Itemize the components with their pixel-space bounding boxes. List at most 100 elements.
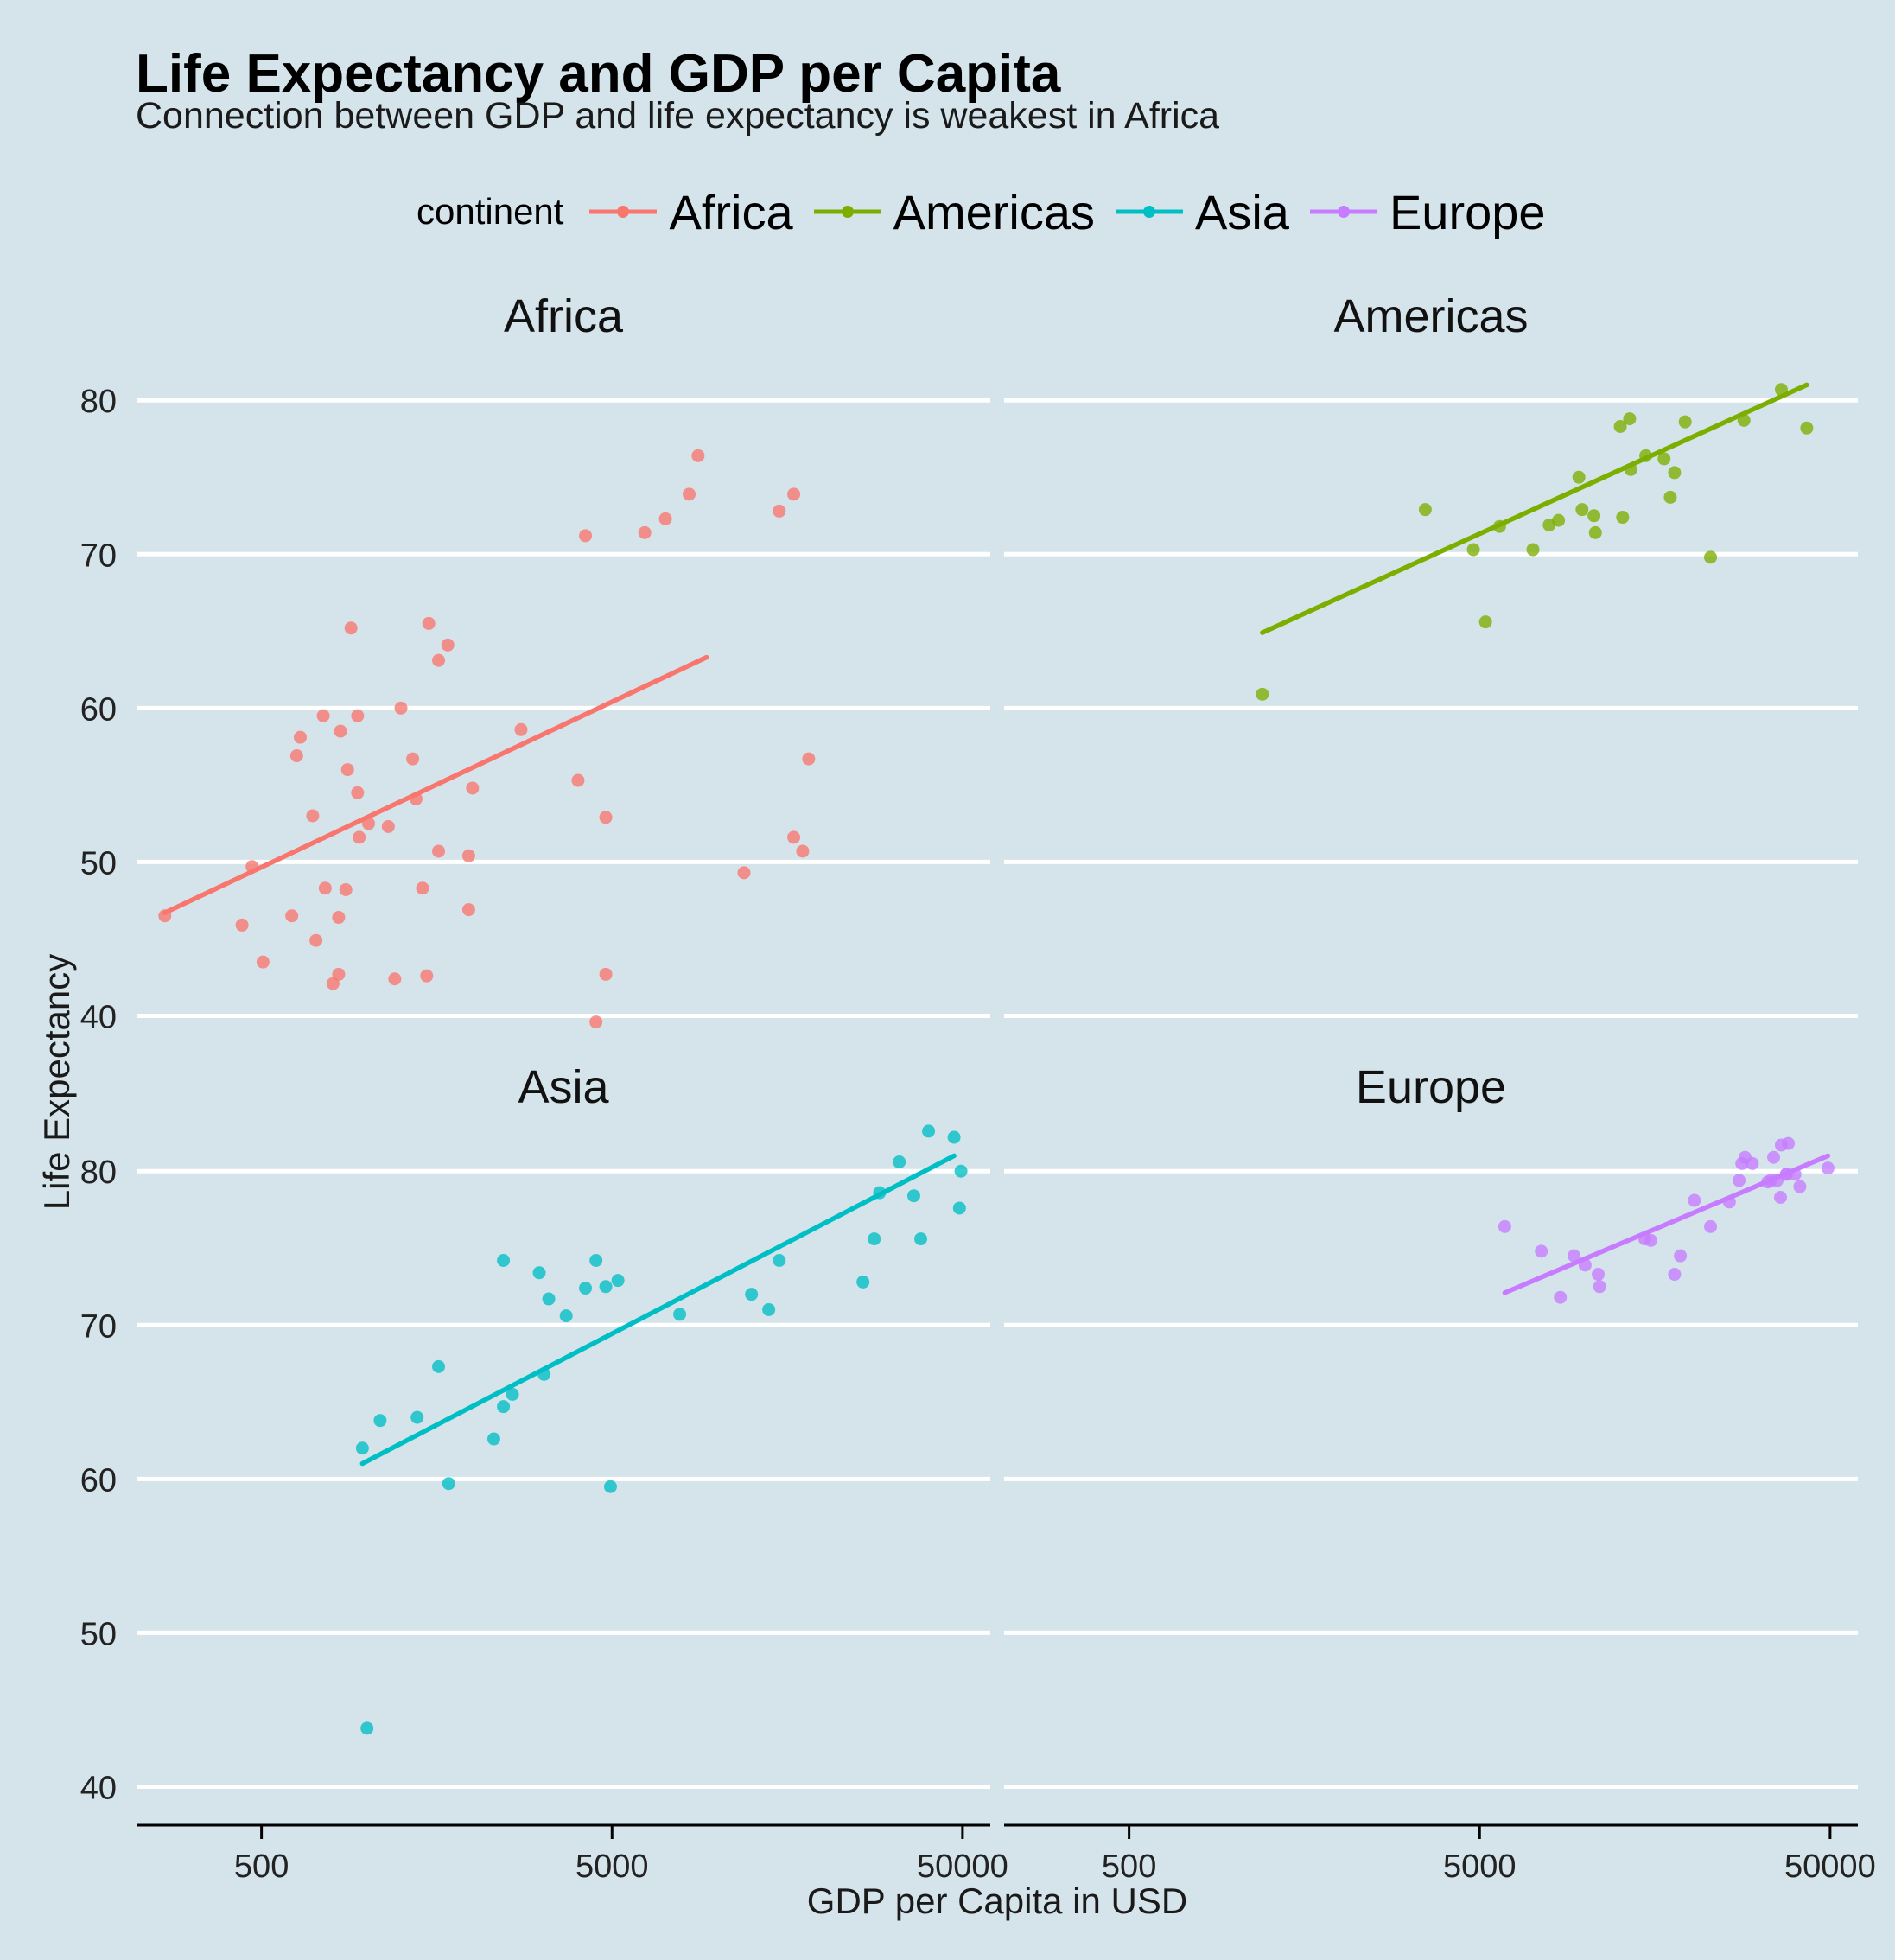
legend-title: continent <box>417 191 564 232</box>
data-point-europe <box>1788 1168 1802 1181</box>
data-point-asia <box>410 1410 424 1424</box>
data-point-americas <box>1256 687 1269 701</box>
data-point-americas <box>1774 383 1788 397</box>
data-point-africa <box>245 860 259 874</box>
data-point-europe <box>1578 1258 1592 1272</box>
panel-americas: Americas <box>1256 290 1814 701</box>
data-point-africa <box>318 881 332 895</box>
data-point-africa <box>158 909 172 923</box>
data-point-africa <box>285 909 299 923</box>
data-point-asia <box>873 1186 887 1200</box>
data-point-americas <box>1639 449 1653 462</box>
data-point-asia <box>589 1254 603 1268</box>
legend-item-africa: Africa <box>588 184 793 240</box>
data-point-africa <box>787 830 801 844</box>
y-tick-label: 60 <box>80 691 117 728</box>
data-point-africa <box>409 792 423 805</box>
data-point-asia <box>559 1309 573 1323</box>
data-point-africa <box>461 903 475 917</box>
data-point-asia <box>542 1292 556 1306</box>
y-tick-label: 40 <box>80 1770 117 1806</box>
data-point-europe <box>1774 1190 1788 1204</box>
data-point-americas <box>1800 421 1814 435</box>
x-tick-label: 5000 <box>575 1849 649 1885</box>
data-point-europe <box>1592 1268 1606 1282</box>
data-point-africa <box>388 972 402 986</box>
data-point-europe <box>1674 1249 1688 1263</box>
data-point-asia <box>497 1254 511 1268</box>
x-tick-label: 500 <box>234 1849 289 1885</box>
trend-line-africa <box>162 654 709 915</box>
y-tick-label: 70 <box>80 538 117 574</box>
y-tick-label: 70 <box>80 1308 117 1345</box>
data-point-africa <box>339 882 353 896</box>
data-point-africa <box>420 969 434 983</box>
data-point-asia <box>355 1441 369 1455</box>
data-point-asia <box>856 1275 870 1289</box>
data-point-europe <box>1746 1156 1759 1170</box>
x-tick-label: 500 <box>1102 1849 1156 1885</box>
y-tick-label: 50 <box>80 845 117 881</box>
data-point-europe <box>1722 1195 1736 1209</box>
data-point-americas <box>1418 503 1432 517</box>
data-point-europe <box>1554 1290 1568 1304</box>
data-point-americas <box>1613 419 1627 433</box>
x-tick-label: 5000 <box>1443 1849 1517 1885</box>
trend-line-asia <box>359 1153 957 1467</box>
data-point-americas <box>1588 525 1602 539</box>
legend-label-asia: Asia <box>1195 184 1289 239</box>
panel-africa: Africa <box>158 290 816 1029</box>
data-point-africa <box>589 1015 603 1029</box>
data-point-asia <box>432 1359 446 1373</box>
data-point-europe <box>1688 1193 1701 1207</box>
data-point-africa <box>683 487 696 501</box>
data-point-americas <box>1668 466 1682 480</box>
data-point-africa <box>787 487 801 501</box>
legend-swatch-africa <box>589 206 658 218</box>
x-tick-label: 50000 <box>1784 1849 1876 1885</box>
data-point-americas <box>1478 615 1492 629</box>
data-point-europe <box>1593 1280 1606 1294</box>
data-point-americas <box>1657 452 1671 466</box>
trend-line-americas <box>1260 382 1809 635</box>
data-point-asia <box>603 1480 617 1493</box>
data-point-americas <box>1575 503 1589 517</box>
data-point-americas <box>1492 519 1506 533</box>
data-point-asia <box>922 1124 936 1138</box>
data-point-africa <box>514 722 528 736</box>
data-point-europe <box>1767 1150 1781 1164</box>
data-point-americas <box>1466 543 1480 557</box>
data-point-asia <box>773 1254 786 1268</box>
data-point-africa <box>571 773 585 787</box>
y-tick-label: 60 <box>80 1462 117 1499</box>
y-tick-label: 80 <box>80 1155 117 1191</box>
data-point-asia <box>442 1477 455 1491</box>
data-point-africa <box>658 512 672 525</box>
data-point-americas <box>1663 490 1677 504</box>
data-point-africa <box>691 449 705 462</box>
legend-swatch-asia <box>1116 206 1184 218</box>
data-point-americas <box>1704 550 1718 564</box>
data-point-africa <box>394 701 408 715</box>
data-point-asia <box>486 1432 500 1446</box>
data-point-africa <box>432 844 446 858</box>
data-point-africa <box>306 809 320 823</box>
data-point-africa <box>422 616 436 630</box>
data-point-africa <box>332 967 346 981</box>
data-point-europe <box>1771 1174 1784 1187</box>
data-point-americas <box>1624 462 1637 476</box>
data-point-asia <box>506 1387 519 1401</box>
data-point-asia <box>914 1232 928 1246</box>
data-point-africa <box>737 866 751 880</box>
data-point-europe <box>1704 1219 1718 1233</box>
data-point-africa <box>353 830 366 844</box>
data-point-africa <box>406 752 420 766</box>
data-point-europe <box>1498 1219 1511 1233</box>
data-point-asia <box>673 1308 687 1321</box>
data-point-americas <box>1623 412 1637 426</box>
chart-title: Life Expectancy and GDP per Capita <box>136 44 1061 104</box>
facet-strip-label-asia: Asia <box>518 1061 609 1113</box>
data-point-africa <box>351 786 365 799</box>
data-point-africa <box>599 811 613 824</box>
